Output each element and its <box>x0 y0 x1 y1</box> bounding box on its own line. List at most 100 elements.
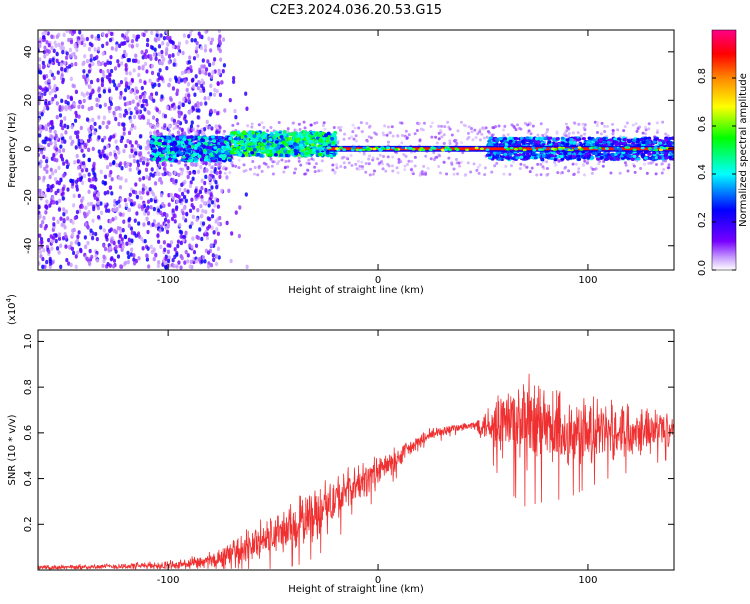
spectrogram-cell <box>172 213 176 218</box>
spectrogram-cell <box>65 51 69 56</box>
spectrogram-cell <box>206 264 211 269</box>
spectrogram-cell <box>123 234 128 240</box>
spectrogram-cell <box>48 203 52 208</box>
spectrogram-cell <box>490 170 494 174</box>
spectrogram-cell <box>194 82 199 87</box>
spectrogram-cell <box>180 255 184 261</box>
spectrogram-cell <box>310 157 314 161</box>
spectrogram-cell <box>651 160 655 164</box>
spectrogram-cell <box>126 36 130 41</box>
spectrogram-cell <box>66 216 70 221</box>
spectrogram-cell <box>295 145 300 150</box>
spectrogram-cell <box>119 212 123 217</box>
spectrogram-cell <box>410 159 414 163</box>
spectrogram-cell <box>97 46 101 52</box>
spectrogram-cell <box>490 133 494 137</box>
spectrogram-cell <box>502 128 506 132</box>
spectrogram-cell <box>360 160 364 164</box>
spectrogram-cell <box>42 215 46 221</box>
spectrogram-cell <box>644 132 648 136</box>
spectrogram-cell <box>148 95 152 100</box>
spectrogram-cell <box>78 204 83 209</box>
spectrogram-cell <box>581 163 585 167</box>
spectrogram-cell <box>71 178 75 184</box>
spectrogram-cell <box>49 167 53 173</box>
spectrogram-cell <box>46 31 50 36</box>
spectrogram-cell <box>107 208 111 213</box>
spectrogram-cell <box>126 161 130 167</box>
spectrogram-cell <box>429 124 433 128</box>
spectrogram-cell <box>298 127 302 131</box>
spectrogram-cell <box>43 54 47 59</box>
spectrogram-cell <box>603 130 607 134</box>
spectrogram-cell <box>329 153 334 158</box>
spectrogram-cell <box>207 145 212 150</box>
spectrogram-cell <box>188 264 192 269</box>
spectrogram-cell <box>187 149 192 154</box>
spectrogram-cell <box>176 119 181 125</box>
spectrogram-cell <box>186 170 190 174</box>
spectrogram-cell <box>194 162 198 167</box>
spectrogram-cell <box>38 57 42 62</box>
spectrogram-cell <box>172 140 177 145</box>
spectrogram-cell <box>89 79 94 85</box>
spectrogram-cell <box>191 236 195 241</box>
spectrogram-cell <box>283 149 288 154</box>
spectrogram-cell <box>525 165 529 169</box>
spectrogram-cell <box>199 203 203 209</box>
spectrogram-cell <box>217 30 222 34</box>
spectrogram-cell <box>196 129 200 133</box>
spectrogram-cell <box>189 68 193 73</box>
spectrogram-cell <box>222 129 226 133</box>
spectrogram-cell <box>180 70 184 76</box>
spectrogram-cell <box>88 95 92 100</box>
spectrogram-cell <box>204 161 208 166</box>
spectrogram-cell <box>89 228 93 233</box>
spectrogram-cell <box>62 207 66 212</box>
spectrogram-cell <box>151 45 155 51</box>
spectrogram-cell <box>109 101 113 107</box>
spectrogram-cell <box>202 148 207 153</box>
spectrogram-cell <box>79 125 83 131</box>
spectrogram-cell <box>209 92 213 97</box>
spectrogram-cell <box>146 110 150 115</box>
spectrogram-cell <box>146 199 151 204</box>
spectrogram-cell <box>478 163 482 167</box>
spectrogram-cell <box>59 216 63 221</box>
spectrogram-cell <box>104 233 108 238</box>
spectrogram-cell <box>152 256 156 262</box>
spectrogram-cell <box>129 226 134 231</box>
spectrogram-cell <box>65 159 69 164</box>
spectrogram-cell <box>231 164 235 168</box>
spectrogram-cell <box>79 248 83 254</box>
spectrogram-cell <box>57 165 61 171</box>
spectrogram-cell <box>48 90 52 96</box>
spectrogram-cell <box>137 65 141 71</box>
spectrogram-cell <box>324 133 329 137</box>
spectrogram-cell <box>358 164 362 168</box>
spectrogram-cell <box>109 257 113 262</box>
spectrogram-cell <box>103 102 107 108</box>
spectrogram-cell <box>45 103 49 108</box>
spectrogram-cell <box>364 170 368 174</box>
spectrogram-cell <box>413 164 417 168</box>
spectrogram-cell <box>430 135 434 139</box>
spectrogram-cell <box>177 144 182 149</box>
spectrogram-cell <box>103 145 107 150</box>
spectrogram-cell <box>108 219 113 224</box>
spectrogram-cell <box>217 37 221 42</box>
spectrogram-cell <box>151 135 156 139</box>
spectrogram-cell <box>211 253 215 258</box>
spectrogram-cell <box>77 241 81 247</box>
spectrogram-cell <box>446 120 450 124</box>
spectrogram-cell <box>152 98 156 103</box>
spectrogram-cell <box>639 167 643 171</box>
spectrogram-cell <box>636 157 641 161</box>
spectrogram-cell <box>409 168 413 172</box>
spectrogram-cell <box>256 133 261 138</box>
spectrogram-cell <box>39 196 43 201</box>
spectrogram-cell <box>546 172 550 176</box>
spectrogram-cell <box>132 158 137 164</box>
spectrogram-cell <box>39 163 43 169</box>
spectrogram-cell <box>92 161 96 167</box>
